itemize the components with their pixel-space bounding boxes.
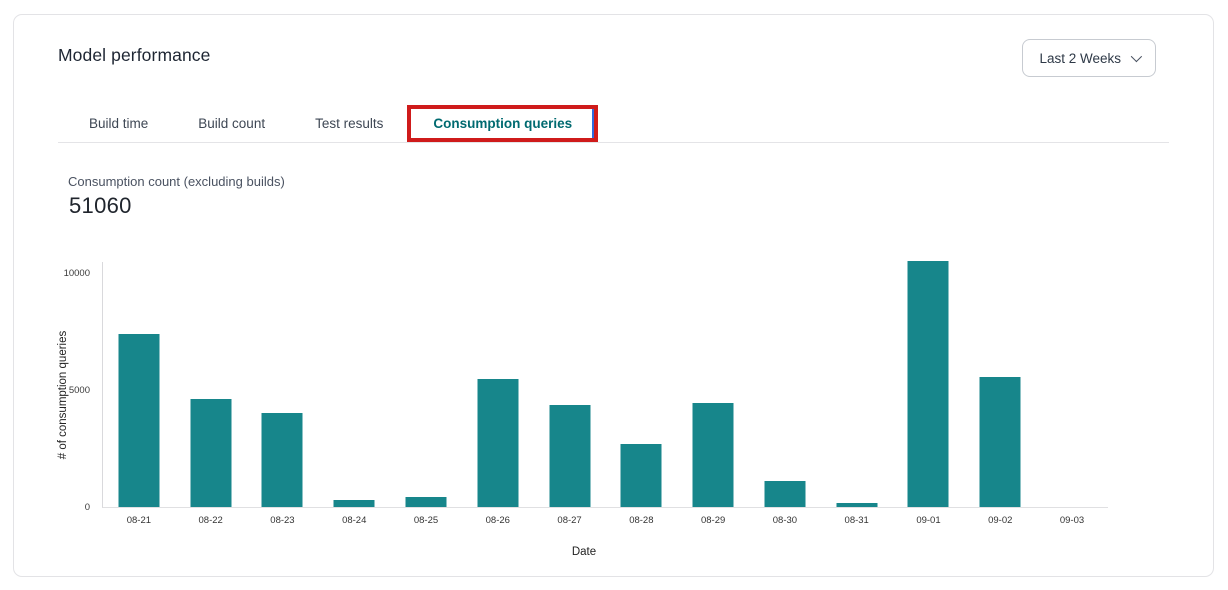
x-tick-label-08-22: 08-22 bbox=[198, 515, 223, 526]
bar-08-29[interactable] bbox=[692, 402, 734, 507]
bar-band-08-23: 08-23 bbox=[247, 262, 319, 526]
bar-band-08-31: 08-31 bbox=[821, 262, 893, 526]
x-tick-label-08-29: 08-29 bbox=[700, 515, 726, 526]
x-tick-label-08-26: 08-26 bbox=[485, 515, 510, 526]
bar-08-30[interactable] bbox=[764, 480, 806, 507]
page-title: Model performance bbox=[58, 45, 211, 65]
bar-band-08-28: 08-28 bbox=[605, 262, 677, 526]
tab-build-time[interactable]: Build time bbox=[89, 115, 149, 131]
y-axis-ticks: 0 5000 10000 bbox=[44, 262, 98, 513]
x-tick-label-09-03: 09-03 bbox=[1059, 515, 1085, 526]
time-range-value: Last 2 Weeks bbox=[1039, 50, 1121, 66]
bar-08-31[interactable] bbox=[836, 502, 878, 507]
x-tick-label-09-02: 09-02 bbox=[988, 515, 1013, 526]
bar-09-02[interactable] bbox=[979, 376, 1021, 507]
tab-bar: Build time Build count Test results Cons… bbox=[58, 104, 1169, 142]
y-tick-label-10000: 10000 bbox=[63, 267, 90, 279]
x-tick-label-08-24: 08-24 bbox=[342, 515, 367, 526]
chevron-down-icon bbox=[1130, 50, 1143, 63]
bar-band-08-21: 08-21 bbox=[103, 262, 175, 526]
bar-08-24[interactable] bbox=[333, 499, 375, 507]
stat-value: 51060 bbox=[69, 193, 132, 218]
x-tick-label-09-01: 09-01 bbox=[916, 515, 941, 526]
bar-band-08-25: 08-25 bbox=[390, 262, 462, 526]
x-tick-label-08-28: 08-28 bbox=[629, 515, 654, 526]
bar-band-09-01: 09-01 bbox=[893, 261, 965, 526]
bar-08-26[interactable] bbox=[477, 378, 519, 507]
bar-band-08-30: 08-30 bbox=[749, 262, 821, 526]
x-tick-label-08-23: 08-23 bbox=[270, 515, 295, 526]
x-tick-label-08-27: 08-27 bbox=[557, 515, 582, 526]
bar-08-23[interactable] bbox=[261, 412, 303, 507]
bar-band-08-26: 08-26 bbox=[462, 262, 534, 526]
x-tick-label-08-21: 08-21 bbox=[126, 515, 152, 526]
time-range-dropdown[interactable]: Last 2 Weeks bbox=[1022, 39, 1156, 77]
bar-08-21[interactable] bbox=[118, 333, 160, 507]
x-tick-label-08-31: 08-31 bbox=[844, 515, 869, 526]
bar-band-08-22: 08-22 bbox=[175, 262, 247, 526]
bar-08-22[interactable] bbox=[190, 399, 232, 507]
bar-band-09-03: 09-03 bbox=[1036, 262, 1108, 526]
bar-09-01[interactable] bbox=[907, 261, 949, 507]
tab-divider bbox=[58, 142, 1169, 143]
plot-area: 08-21 08-22 08-23 08-24 08-25 08-26 08-27 08-28… bbox=[102, 261, 1108, 526]
bar-band-09-02: 09-02 bbox=[964, 262, 1036, 526]
y-tick-label-5000: 5000 bbox=[68, 384, 90, 396]
bar-08-27[interactable] bbox=[549, 404, 591, 507]
model-performance-card: Model performance Last 2 Weeks Build tim… bbox=[13, 14, 1214, 577]
tab-build-count[interactable]: Build count bbox=[198, 115, 266, 131]
x-tick-label-08-30: 08-30 bbox=[772, 515, 798, 526]
bar-band-08-29: 08-29 bbox=[677, 262, 749, 526]
y-tick-label-0: 0 bbox=[84, 502, 90, 513]
bar-band-08-27: 08-27 bbox=[534, 262, 606, 526]
tab-consumption-queries[interactable]: Consumption queries bbox=[407, 104, 599, 142]
bar-08-28[interactable] bbox=[620, 444, 662, 507]
stat-label: Consumption count (excluding builds) bbox=[68, 174, 285, 189]
bar-band-08-24: 08-24 bbox=[318, 262, 390, 526]
tab-test-results[interactable]: Test results bbox=[315, 115, 384, 131]
bar-08-25[interactable] bbox=[405, 497, 447, 507]
x-axis-title: Date bbox=[571, 546, 597, 558]
x-tick-label-08-25: 08-25 bbox=[413, 515, 439, 526]
